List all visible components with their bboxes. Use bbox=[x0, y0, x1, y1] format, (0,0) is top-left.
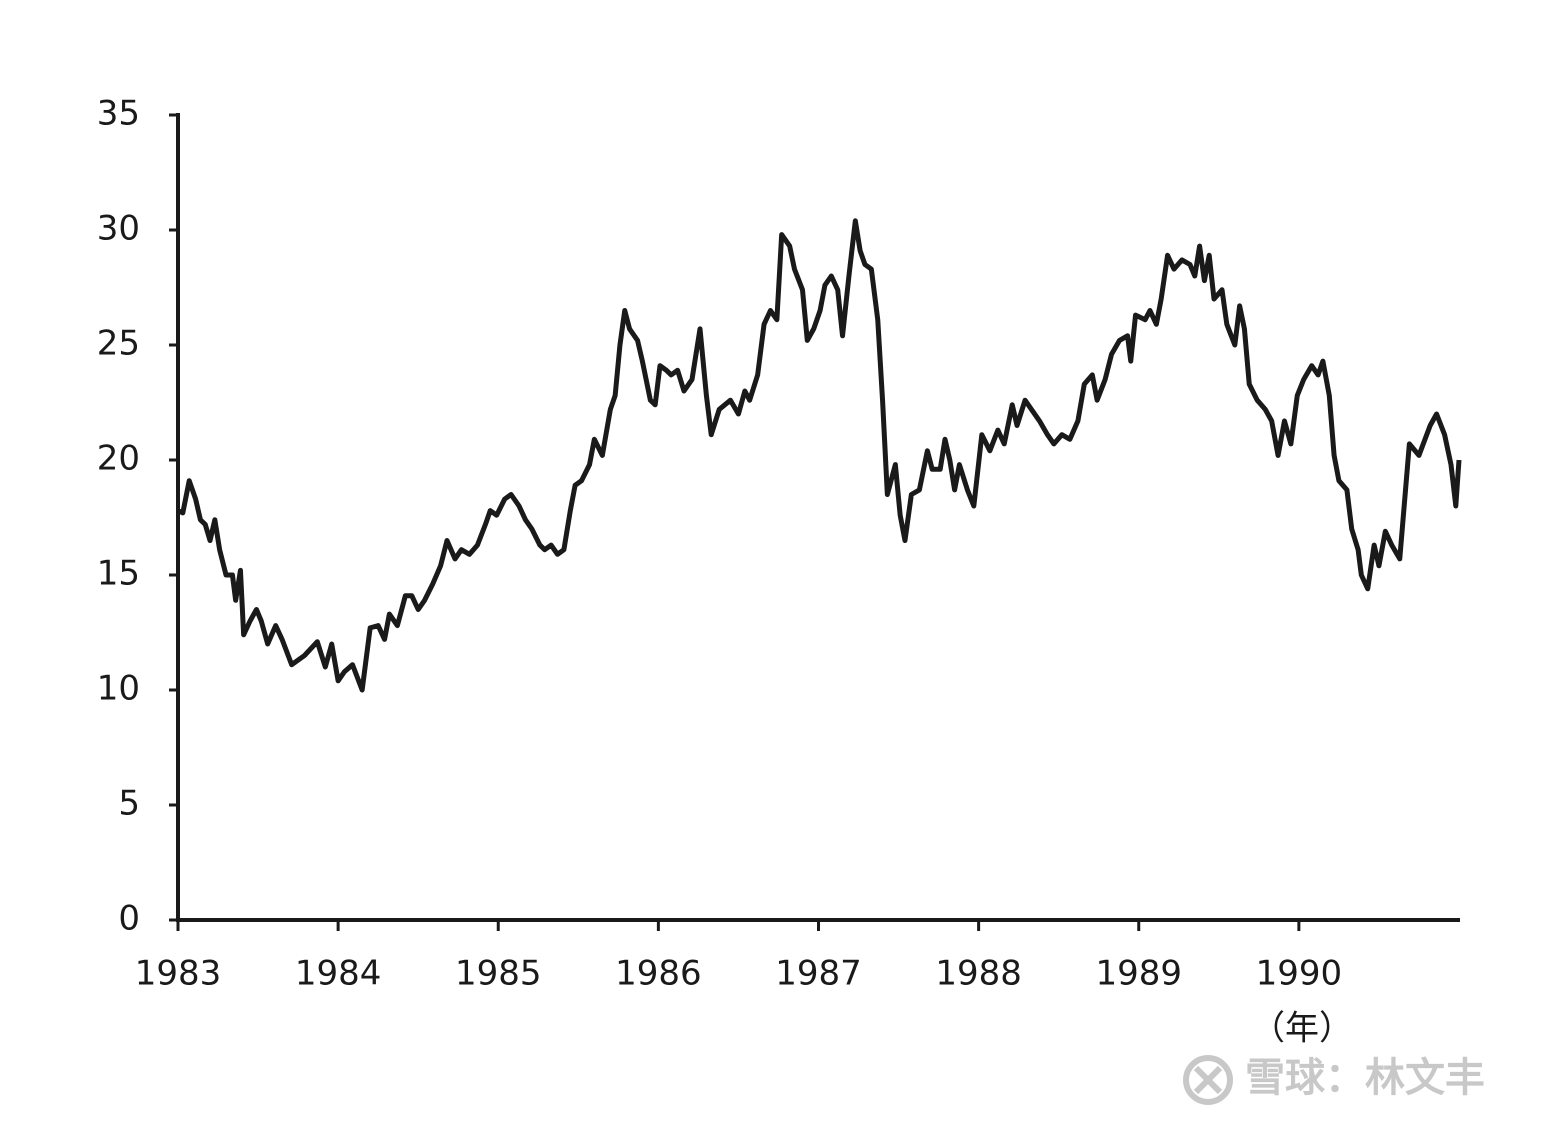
y-tick-label: 5 bbox=[118, 784, 140, 824]
y-tick-label: 10 bbox=[97, 669, 140, 709]
x-tick-label: 1984 bbox=[295, 954, 382, 994]
x-tick-label: 1990 bbox=[1256, 954, 1343, 994]
x-tick-label: 1988 bbox=[935, 954, 1022, 994]
y-tick-label: 0 bbox=[118, 899, 140, 939]
watermark-logo bbox=[1183, 1055, 1233, 1105]
x-axis-label: （年） bbox=[1251, 1009, 1353, 1049]
x-tick-label: 1989 bbox=[1095, 954, 1182, 994]
y-tick-label: 15 bbox=[97, 554, 140, 594]
y-tick-label: 35 bbox=[97, 94, 140, 134]
x-tick-label: 1985 bbox=[455, 954, 542, 994]
y-tick-label: 30 bbox=[97, 209, 140, 249]
y-tick-label: 20 bbox=[97, 439, 140, 479]
x-tick-label: 1987 bbox=[775, 954, 862, 994]
x-tick-label: 1986 bbox=[615, 954, 702, 994]
y-tick-label: 25 bbox=[97, 324, 140, 364]
x-tick-label: 1983 bbox=[135, 954, 222, 994]
line-series bbox=[176, 218, 1462, 693]
watermark: 雪球：林文丰 bbox=[1245, 1055, 1485, 1101]
